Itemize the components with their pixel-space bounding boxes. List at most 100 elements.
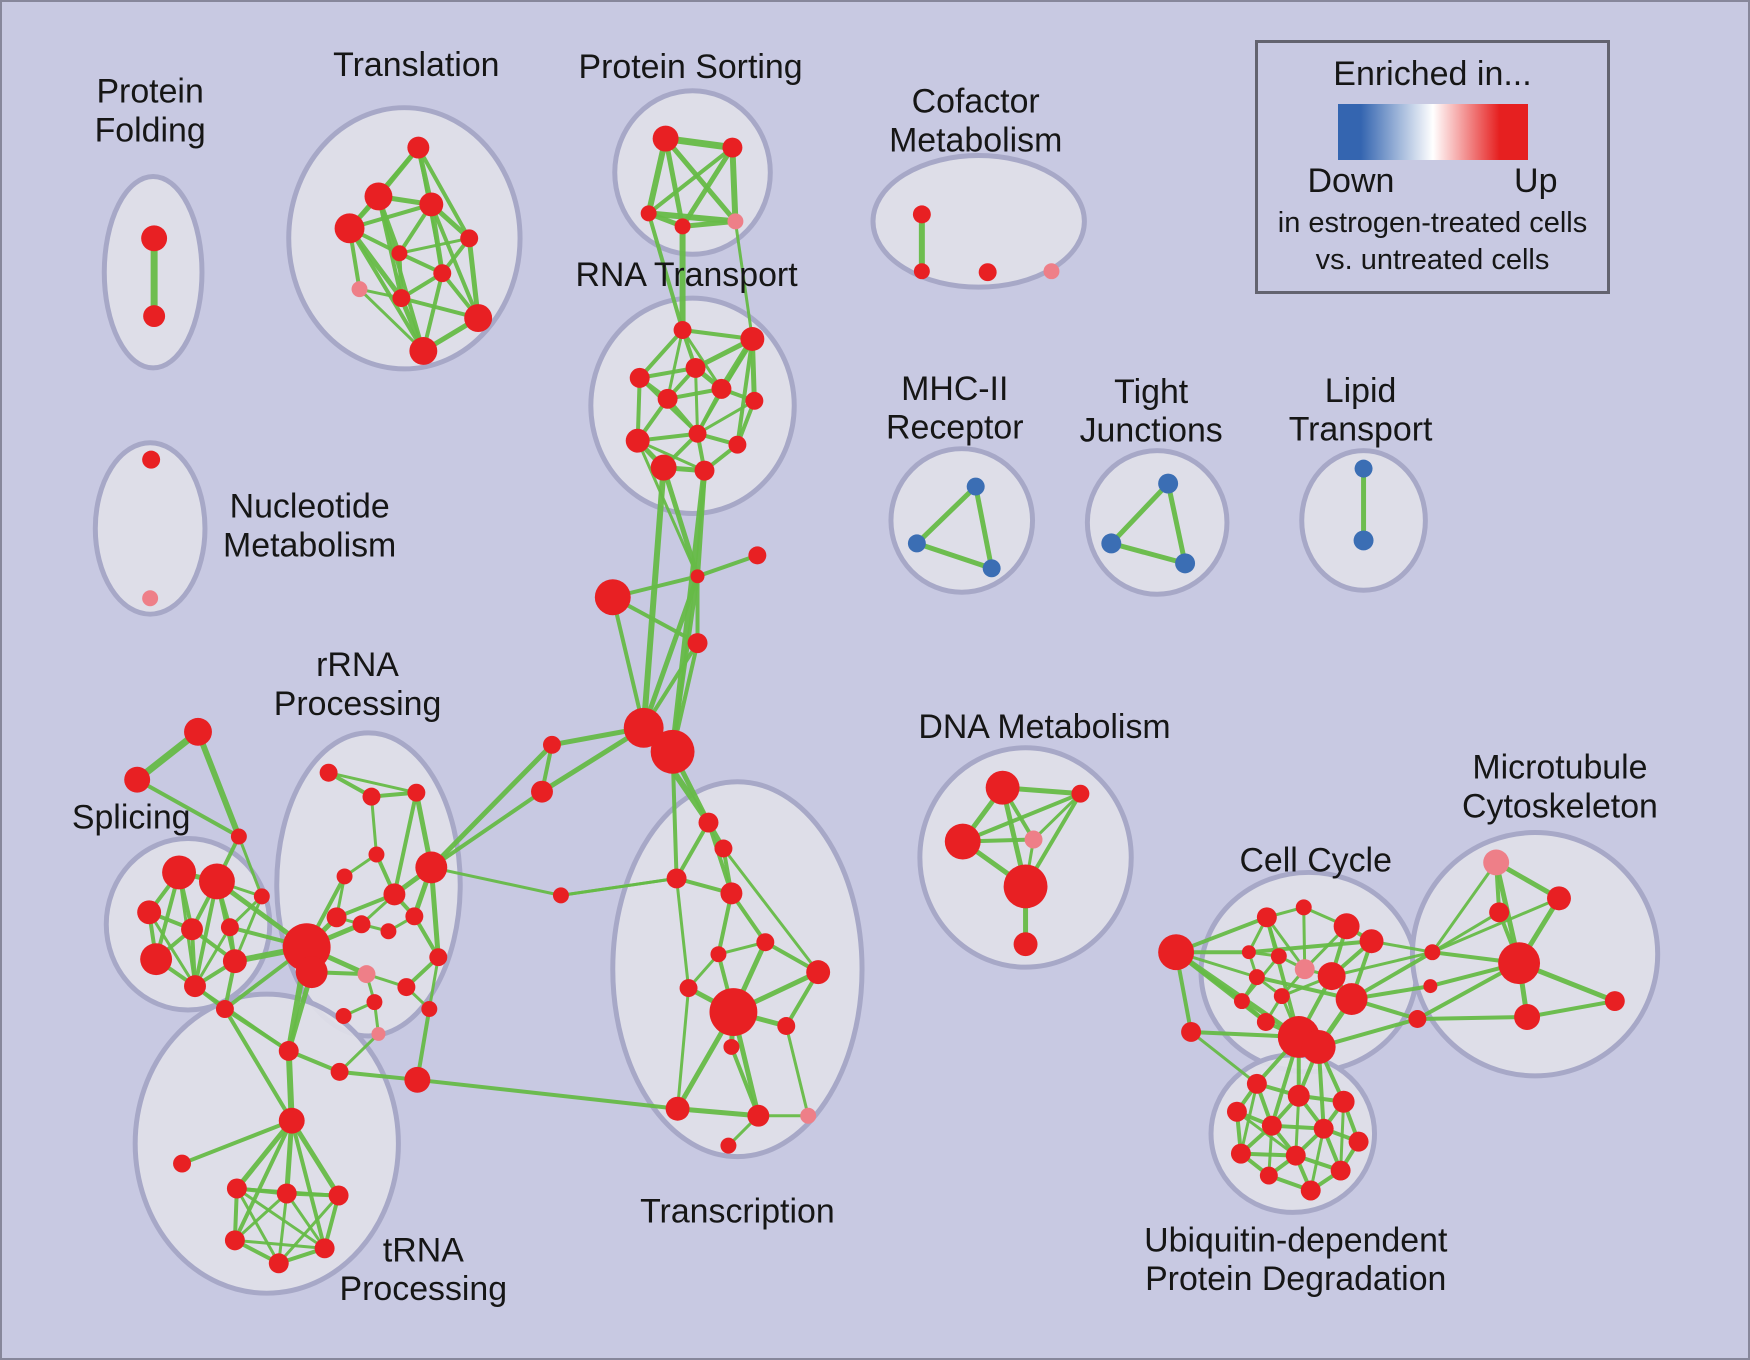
node-58-up: [352, 915, 371, 934]
edge-29: [358, 287, 425, 353]
node-123-up: [1408, 1010, 1427, 1028]
node-60-up: [405, 907, 424, 926]
node-17-up-weak: [727, 213, 744, 230]
edge-196: [233, 1238, 327, 1250]
edge-99: [428, 742, 555, 870]
node-2-up: [407, 136, 430, 159]
node-120-up: [1301, 1029, 1336, 1064]
edge-215: [676, 986, 691, 1111]
edge-15: [347, 226, 426, 353]
node-33-up: [687, 633, 708, 654]
node-57-up: [326, 907, 347, 928]
edge-100: [429, 789, 544, 870]
edge-286: [1430, 910, 1501, 954]
node-100-up: [944, 823, 981, 860]
node-7-up: [391, 245, 408, 262]
cluster-label-splicing-0: Splicing: [72, 799, 191, 837]
edge-191: [233, 1191, 289, 1242]
cluster-ellipse-ubiquitin-protein-degradation: [1208, 1052, 1378, 1215]
node-12-up: [409, 337, 438, 365]
cluster-ellipse-nucleotide-metabolism: [92, 440, 208, 617]
node-129-up: [1514, 1004, 1541, 1030]
edge-80: [636, 439, 700, 578]
edge-200: [674, 820, 711, 881]
node-20-up: [685, 357, 706, 378]
legend-title: Enriched in...: [1333, 55, 1532, 93]
node-104-up: [1158, 934, 1195, 971]
edge-97: [539, 725, 647, 795]
node-88-up: [710, 946, 727, 963]
node-73-up: [295, 956, 328, 989]
node-29-up: [694, 460, 715, 481]
cluster-label-trna-processing-1: Processing: [340, 1270, 508, 1308]
node-27-up: [728, 435, 747, 454]
node-66-up: [429, 948, 448, 967]
node-10-up: [392, 289, 411, 308]
edge-326: [1309, 1127, 1326, 1192]
edge-175: [415, 1077, 680, 1111]
edge-253: [1302, 905, 1307, 971]
node-47-up: [253, 888, 270, 905]
edge-193: [277, 1191, 289, 1265]
node-56-up: [383, 883, 406, 906]
node-144-up: [978, 263, 997, 282]
edge-43: [646, 211, 685, 333]
node-19-up: [740, 327, 765, 351]
node-38-up: [162, 855, 197, 890]
node-84-up: [666, 868, 687, 889]
node-107-up: [1295, 899, 1312, 916]
edge-341: [1108, 540, 1188, 566]
node-94-up: [665, 1096, 690, 1121]
node-92-up: [777, 1017, 796, 1035]
node-121-up: [1424, 944, 1441, 961]
node-37-up: [531, 780, 553, 803]
edge-89: [610, 595, 646, 730]
node-130-up: [1246, 1073, 1267, 1094]
node-53-up: [407, 783, 426, 802]
edge-135: [222, 1007, 291, 1053]
node-114-up: [1335, 983, 1368, 1016]
cluster-label-microtubule-cytoskeleton-1: Cytoskeleton: [1462, 788, 1658, 826]
edge-37: [646, 145, 735, 216]
edge-38: [680, 145, 735, 229]
node-52-up: [362, 787, 381, 806]
node-155-up-weak: [142, 590, 159, 607]
node-139-up: [1330, 1160, 1351, 1181]
edge-86: [641, 573, 701, 731]
cluster-label-ubiquitin-protein-degradation-1: Protein Degradation: [1145, 1260, 1446, 1298]
edge-59: [694, 366, 700, 436]
node-1-up: [143, 305, 166, 328]
node-149-down: [1158, 473, 1179, 494]
node-151-down: [1175, 553, 1196, 574]
cluster-label-nucleotide-metabolism-1: Metabolism: [223, 526, 396, 564]
node-64-up: [366, 994, 383, 1011]
edge-102: [195, 728, 242, 840]
node-117-up: [1273, 988, 1290, 1005]
node-135-up: [1313, 1118, 1334, 1139]
edge-139: [369, 795, 378, 856]
node-138-up: [1285, 1145, 1306, 1166]
node-44-up: [184, 975, 206, 998]
edge-168: [338, 1032, 380, 1074]
edge-4: [416, 145, 472, 241]
node-87-up: [756, 933, 775, 952]
cluster-label-cofactor-metabolism-1: Metabolism: [889, 122, 1062, 160]
node-99-up: [1071, 784, 1090, 803]
edge-257: [1246, 939, 1374, 955]
node-93-up: [723, 1038, 740, 1055]
node-25-up: [688, 424, 707, 443]
node-39-up: [198, 863, 235, 900]
node-95-up: [747, 1104, 770, 1127]
edge-103: [135, 777, 241, 839]
node-109-up: [1359, 929, 1384, 954]
node-131-up: [1287, 1084, 1310, 1107]
cluster-label-protein-sorting-0: Protein Sorting: [579, 48, 803, 86]
cluster-label-nucleotide-metabolism-0: Nucleotide: [230, 488, 390, 526]
legend-box: Enriched in... Down Up in estrogen-treat…: [1255, 40, 1610, 294]
cluster-label-lipid-transport-1: Transport: [1289, 411, 1433, 449]
node-142-up: [912, 205, 931, 224]
node-6-up: [460, 229, 479, 248]
node-54-up: [368, 846, 385, 863]
edge-179: [234, 1118, 295, 1191]
